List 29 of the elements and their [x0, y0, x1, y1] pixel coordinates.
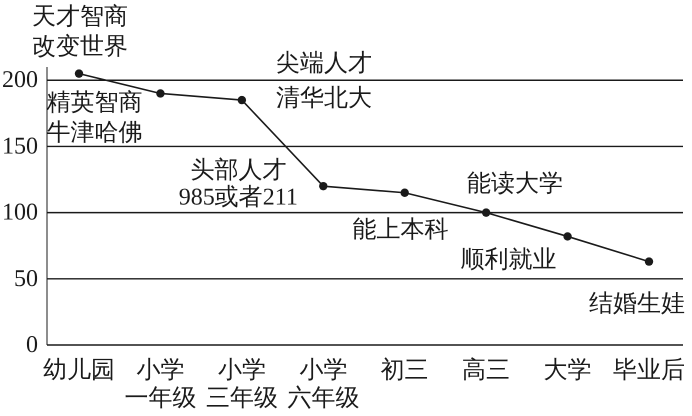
- point: [482, 208, 490, 217]
- x-tick-label: 大学: [544, 357, 592, 384]
- y-tick-label: 0: [26, 332, 38, 358]
- x-tick-label: 毕业后: [613, 357, 685, 384]
- x-tick-label: 小学一年级: [124, 357, 196, 412]
- point: [400, 188, 409, 197]
- point: [156, 89, 165, 98]
- y-tick-label: 50: [14, 266, 38, 292]
- annotation: 顺利就业: [460, 246, 557, 273]
- x-tick-label: 小学六年级: [287, 357, 360, 412]
- point: [563, 232, 572, 241]
- x-tick-label: 高三: [462, 356, 510, 384]
- annotation: 结婚生娃: [589, 291, 685, 317]
- point: [74, 69, 84, 78]
- point: [238, 96, 246, 104]
- annotation: 头部人才985或者211: [178, 156, 298, 211]
- annotation: 能读大学: [467, 171, 564, 198]
- x-tick-label: 小学三年级: [206, 357, 278, 412]
- annotation: 天才智商改变世界: [32, 3, 128, 60]
- y-tick-label: 150: [2, 133, 38, 160]
- annotation: 精英智商牛津哈佛: [46, 88, 142, 146]
- x-tick-label: 初三: [380, 356, 429, 384]
- point: [319, 182, 328, 190]
- annotation: 尖端人才清华北大: [276, 50, 372, 112]
- point: [644, 257, 654, 266]
- y-tick-label: 200: [2, 67, 38, 94]
- x-tick-label: 幼儿园: [43, 357, 115, 384]
- y-tick-label: 100: [2, 200, 38, 226]
- annotation: 能上本科: [352, 217, 449, 244]
